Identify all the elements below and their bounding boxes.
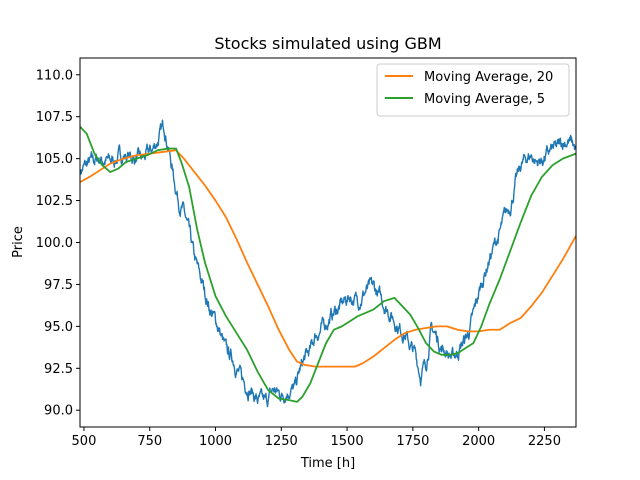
x-tick-label-5: 1750 (396, 434, 429, 449)
legend-label-ma5: Moving Average, 5 (424, 92, 545, 107)
legend-label-ma20: Moving Average, 20 (424, 70, 553, 85)
x-tick-label-6: 2000 (462, 434, 495, 449)
legend-box (376, 63, 570, 117)
legend: Moving Average, 20 Moving Average, 5 (376, 63, 570, 117)
x-axis: 500 750 1000 1250 1500 1750 2000 2250 (72, 427, 561, 449)
x-tick-label-3: 1250 (265, 434, 298, 449)
y-axis-label: Price (11, 226, 26, 258)
x-tick-label-7: 2250 (528, 434, 561, 449)
y-tick-label-7: 107.5 (36, 110, 73, 125)
y-tick-label-0: 90.0 (44, 404, 73, 419)
series-line-1 (80, 149, 576, 368)
x-tick-label-4: 1500 (331, 434, 364, 449)
x-tick-label-1: 750 (137, 434, 162, 449)
y-tick-label-6: 105.0 (36, 152, 73, 167)
series-line-0 (80, 119, 576, 408)
x-axis-label: Time [h] (300, 456, 355, 471)
y-tick-label-5: 102.5 (36, 194, 73, 209)
y-tick-label-8: 110.0 (36, 68, 73, 83)
y-tick-label-1: 92.5 (44, 362, 73, 377)
series-line-2 (80, 126, 576, 403)
y-tick-label-3: 97.5 (44, 278, 73, 293)
chart-title: Stocks simulated using GBM (214, 34, 441, 53)
series-layer (80, 119, 576, 408)
y-axis: 90.0 92.5 95.0 97.5 100.0 102.5 105.0 107.5 110.… (36, 68, 80, 419)
x-tick-label-0: 500 (72, 434, 97, 449)
x-tick-label-2: 1000 (199, 434, 232, 449)
y-tick-label-4: 100.0 (36, 236, 73, 251)
y-tick-label-2: 95.0 (44, 320, 73, 335)
